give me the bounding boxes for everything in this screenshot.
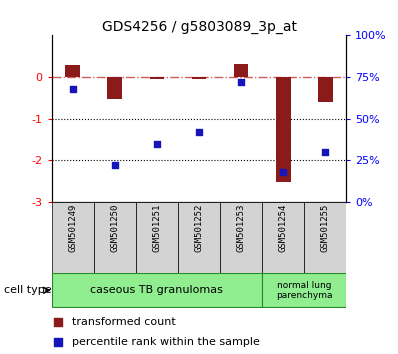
Point <box>70 86 76 91</box>
Text: transformed count: transformed count <box>72 317 176 327</box>
Bar <box>52 202 94 273</box>
Bar <box>178 202 220 273</box>
Bar <box>262 202 304 273</box>
Bar <box>136 202 178 273</box>
Bar <box>65 65 80 77</box>
Point <box>112 162 118 168</box>
Bar <box>150 77 164 79</box>
Bar <box>318 77 333 102</box>
Point <box>322 149 328 155</box>
Point <box>154 141 160 147</box>
Text: GSM501252: GSM501252 <box>195 204 203 252</box>
Text: cell type: cell type <box>4 285 52 295</box>
Point <box>280 169 286 175</box>
Bar <box>107 77 122 99</box>
Bar <box>276 77 291 182</box>
Bar <box>220 202 262 273</box>
Text: GSM501249: GSM501249 <box>68 204 77 252</box>
Bar <box>234 64 248 77</box>
Text: GSM501250: GSM501250 <box>110 204 119 252</box>
Text: GSM501253: GSM501253 <box>236 204 246 252</box>
Text: normal lung
parenchyma: normal lung parenchyma <box>276 281 332 300</box>
Point <box>250 224 256 229</box>
Text: GSM501255: GSM501255 <box>321 204 330 252</box>
Text: GSM501251: GSM501251 <box>152 204 162 252</box>
Text: caseous TB granulomas: caseous TB granulomas <box>90 285 223 295</box>
Title: GDS4256 / g5803089_3p_at: GDS4256 / g5803089_3p_at <box>101 21 297 34</box>
Bar <box>52 273 262 307</box>
Bar <box>94 202 136 273</box>
Bar <box>192 77 206 79</box>
Text: GSM501254: GSM501254 <box>279 204 288 252</box>
Point <box>250 35 256 41</box>
Bar <box>262 273 346 307</box>
Point <box>238 79 244 85</box>
Bar <box>304 202 346 273</box>
Point <box>196 129 202 135</box>
Text: percentile rank within the sample: percentile rank within the sample <box>72 337 260 348</box>
